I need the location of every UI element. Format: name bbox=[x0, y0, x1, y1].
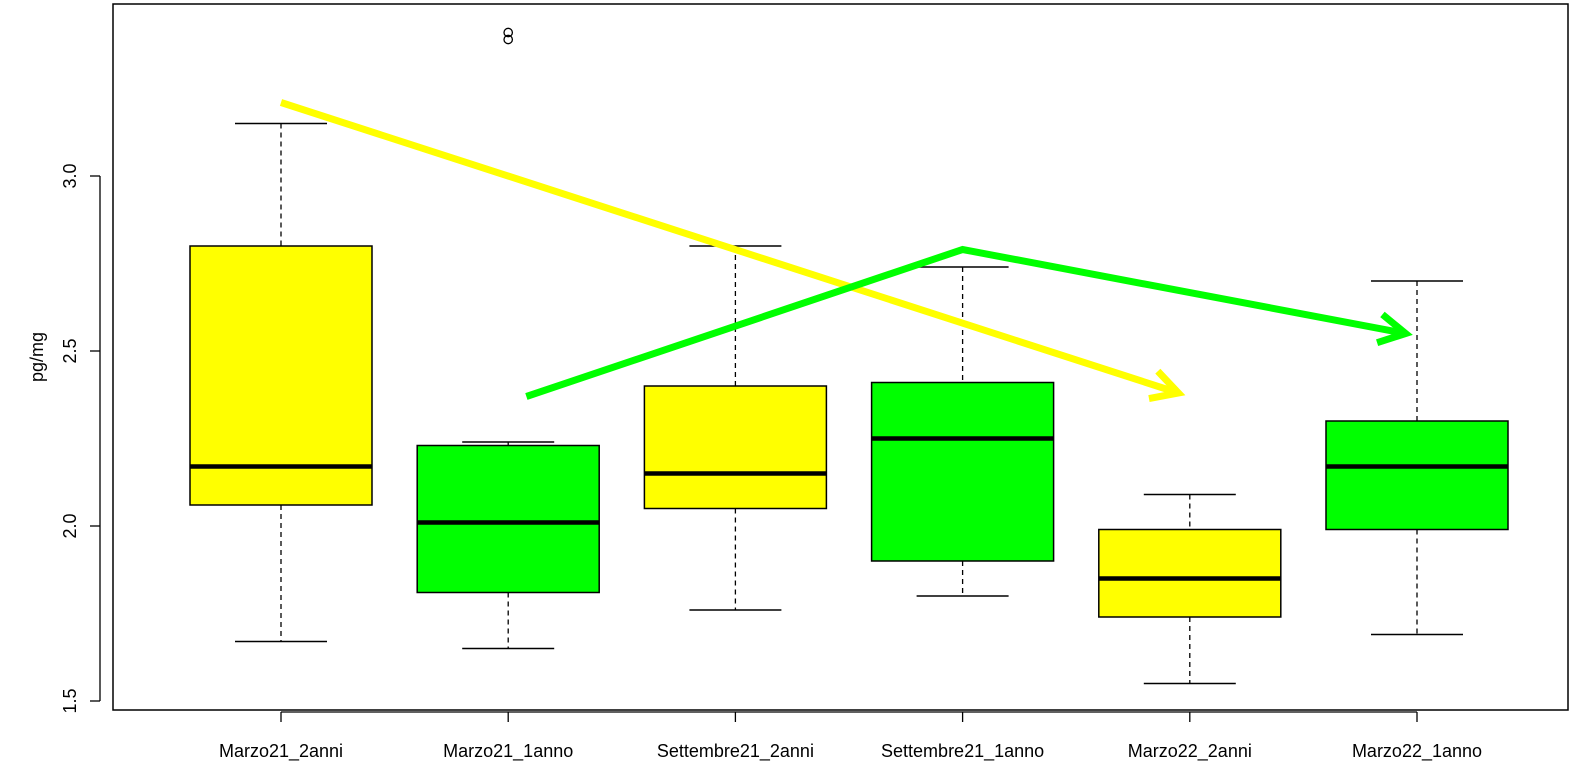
x-tick-label: Marzo22_1anno bbox=[1352, 741, 1482, 762]
x-tick-label: Settembre21_2anni bbox=[657, 741, 814, 762]
trend-arrow-line bbox=[525, 245, 1407, 400]
box-rect bbox=[189, 245, 373, 506]
trend-arrow-head bbox=[1148, 368, 1186, 403]
trend-arrows-layer bbox=[279, 99, 1413, 403]
box-rect bbox=[643, 385, 828, 510]
y-axis: 1.5 2.0 2.5 3.0 bbox=[60, 163, 101, 714]
x-axis: Marzo21_2anni Marzo21_1anno Settembre21_2a… bbox=[219, 711, 1482, 762]
trend-arrow-line bbox=[279, 99, 1180, 397]
box-group bbox=[643, 245, 828, 611]
plot-frame bbox=[112, 3, 1569, 711]
x-tick-label: Marzo22_2anni bbox=[1128, 741, 1252, 762]
x-tick-label: Marzo21_1anno bbox=[443, 741, 573, 762]
box-group bbox=[189, 122, 373, 643]
y-tick-label: 2.0 bbox=[60, 513, 80, 538]
y-tick-label: 2.5 bbox=[60, 338, 80, 363]
y-tick-label: 3.0 bbox=[60, 163, 80, 188]
box-rect bbox=[870, 381, 1055, 562]
box-rect bbox=[1098, 528, 1282, 618]
y-axis-title: pg/mg bbox=[27, 332, 47, 382]
trend-arrow-head bbox=[1376, 311, 1413, 347]
outlier-point bbox=[503, 34, 514, 45]
box-group bbox=[1098, 493, 1282, 685]
outlier-point bbox=[503, 27, 514, 38]
y-tick-label: 1.5 bbox=[60, 688, 80, 713]
x-tick-label: Marzo21_2anni bbox=[219, 741, 343, 762]
box-group bbox=[416, 27, 600, 650]
box-group bbox=[1325, 280, 1509, 636]
box-group bbox=[870, 266, 1055, 597]
boxes-layer bbox=[189, 27, 1509, 685]
box-rect bbox=[1325, 420, 1509, 531]
x-tick-label: Settembre21_1anno bbox=[881, 741, 1044, 762]
box-rect bbox=[416, 444, 600, 594]
